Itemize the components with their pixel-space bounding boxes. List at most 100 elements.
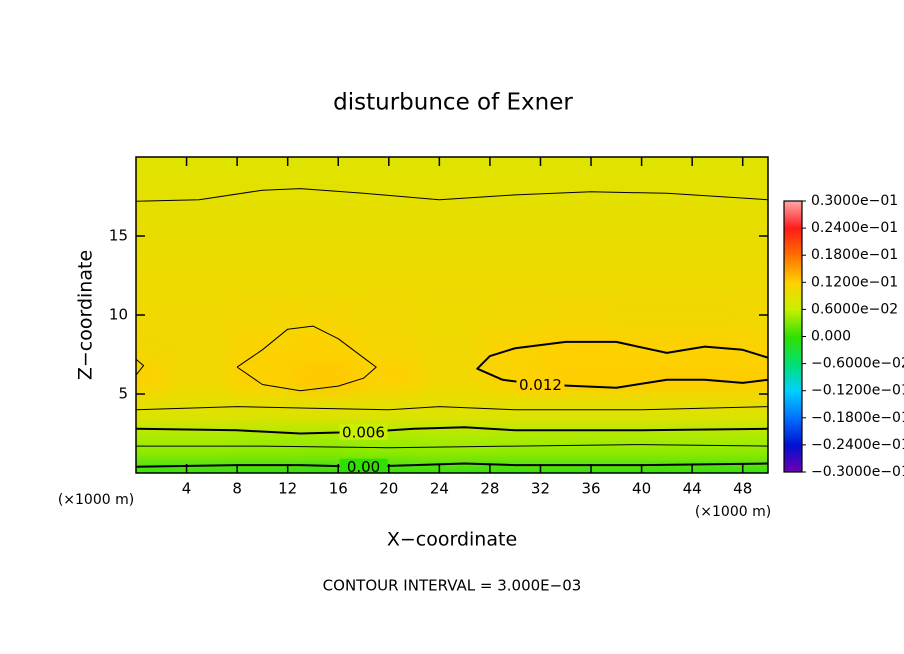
colorbar-label: 0.1200e−01	[811, 274, 898, 290]
colorbar-band	[784, 390, 802, 419]
field-cell	[136, 235, 169, 269]
x-tick-label: 28	[480, 480, 499, 498]
contour-lines: 0.012 0.006 0.00	[136, 188, 768, 476]
colorbar-band	[784, 228, 802, 256]
field-cell	[545, 329, 611, 364]
field-cell	[735, 393, 768, 427]
colorbar-band	[784, 309, 802, 337]
field-cell	[482, 235, 548, 269]
field-cell	[419, 157, 485, 174]
contour-line	[136, 426, 768, 435]
field-cell	[545, 203, 611, 237]
field-cell	[229, 298, 295, 332]
field-cell	[482, 203, 548, 237]
field-cell	[356, 298, 422, 332]
field-cell	[136, 361, 169, 395]
field-cell	[293, 393, 359, 427]
field-cell	[735, 424, 768, 459]
colorbar-band	[784, 444, 802, 473]
x-tick-label: 40	[632, 480, 651, 498]
field-cell	[419, 329, 485, 364]
field-cell	[229, 266, 295, 301]
field-cell	[609, 171, 675, 206]
field-cell	[482, 266, 548, 301]
field-cell	[293, 329, 359, 364]
field-cell	[482, 157, 548, 174]
field-cell	[672, 298, 738, 332]
field-cell	[136, 456, 169, 473]
field	[136, 157, 768, 473]
y-tick-label: 5	[118, 385, 128, 403]
field-cell	[735, 235, 768, 269]
x-unit-left: (×1000 m)	[58, 492, 134, 508]
field-cell	[166, 157, 232, 174]
field-cell	[609, 266, 675, 301]
x-tick-label: 16	[329, 480, 348, 498]
field-cell	[609, 361, 675, 395]
field-cell	[545, 235, 611, 269]
contour-label: 0.00	[347, 458, 380, 476]
field-cell	[672, 266, 738, 301]
field-cell	[545, 298, 611, 332]
field-cell	[136, 203, 169, 237]
colorbar-label: 0.000	[811, 329, 851, 345]
field-cell	[293, 235, 359, 269]
contour-label-gap	[516, 376, 565, 393]
colorbar-band	[784, 201, 802, 229]
field-cell	[419, 235, 485, 269]
field-cell	[419, 203, 485, 237]
field-cell	[229, 361, 295, 395]
field-cell	[735, 361, 768, 395]
colorbar-frame	[783, 200, 803, 473]
colorbar-label: −0.3000e−01	[811, 464, 904, 480]
x-unit-right: (×1000 m)	[695, 504, 771, 520]
field-cell	[166, 329, 232, 364]
field-cell	[166, 361, 232, 395]
field-cell	[166, 235, 232, 269]
field-cell	[672, 393, 738, 427]
colorbar-label: 0.6000e−02	[811, 301, 898, 317]
field-cell	[229, 235, 295, 269]
field-cell	[672, 203, 738, 237]
x-tick-label: 8	[232, 480, 242, 498]
field-cell	[229, 203, 295, 237]
field-cell	[735, 157, 768, 174]
field-cell	[356, 361, 422, 395]
colorbar-band	[784, 336, 802, 365]
field-cell	[293, 361, 359, 395]
contour-line	[476, 340, 768, 389]
contour-line	[136, 444, 768, 449]
contour-label: 0.012	[519, 376, 562, 394]
field-cell	[482, 298, 548, 332]
x-tick-label: 4	[182, 480, 192, 498]
x-tick-label: 48	[733, 480, 752, 498]
field-cell	[293, 203, 359, 237]
contour-line	[136, 462, 768, 468]
field-cell	[735, 266, 768, 301]
contour-label: 0.006	[342, 423, 385, 441]
field-cell	[229, 393, 295, 427]
field-cell	[735, 329, 768, 364]
chart-title: disturbunce of Exner	[333, 90, 573, 116]
field-cell	[735, 203, 768, 237]
field-cell	[166, 203, 232, 237]
overlay: 4 8 12 16 20 24 28 32 36 40 44 48510150.3000e−010.2…	[109, 156, 904, 498]
field-cell	[166, 298, 232, 332]
field-cell	[672, 157, 738, 174]
field-cell	[419, 266, 485, 301]
field-cell	[356, 235, 422, 269]
field-cell	[166, 393, 232, 427]
colorbar-label: −0.6000e−02	[811, 356, 904, 372]
colorbar-label: −0.1200e−01	[811, 383, 904, 399]
field-cell	[545, 266, 611, 301]
x-axis-label: X−coordinate	[387, 529, 517, 551]
y-tick-label: 10	[109, 306, 128, 324]
field-cell	[609, 235, 675, 269]
colorbar-label: 0.3000e−01	[811, 193, 898, 209]
colorbar-label: 0.1800e−01	[811, 247, 898, 263]
contour-label-gap	[339, 458, 388, 473]
field-cell	[136, 266, 169, 301]
field-cell	[136, 157, 169, 174]
